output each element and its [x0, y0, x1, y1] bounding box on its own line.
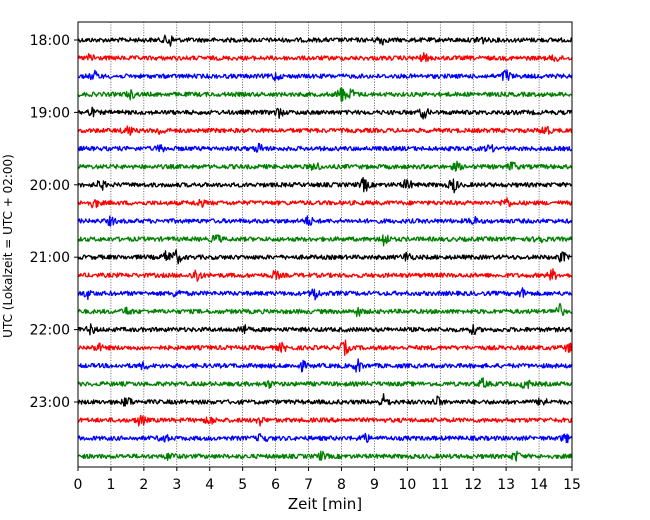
y-axis-label: UTC (Lokalzeit = UTC + 02:00): [1, 154, 15, 338]
seismogram-trace: [77, 302, 573, 318]
seismogram-trace: [77, 339, 573, 356]
seismogram-trace: [77, 323, 573, 336]
seismogram-trace: [77, 69, 573, 82]
seismogram-trace: [77, 287, 573, 301]
seismogram-trace: [77, 52, 573, 63]
seismogram-trace: [77, 197, 573, 209]
x-tick-label: 10: [398, 477, 416, 493]
seismogram-trace: [77, 215, 573, 227]
x-tick-label: 2: [139, 477, 148, 493]
seismogram-trace: [77, 176, 573, 194]
y-tick-label: 22:00: [30, 323, 70, 339]
seismogram-trace: [77, 125, 573, 136]
seismogram-trace: [77, 106, 573, 120]
seismogram-trace: [77, 377, 573, 390]
x-tick-label: 12: [464, 477, 482, 493]
x-tick-label: 5: [238, 477, 247, 493]
y-axis-ticks: 18:00 19:00 20:00 21:00 22:00 23:00: [30, 33, 78, 411]
y-tick-label: 23:00: [30, 395, 70, 411]
x-tick-label: 14: [530, 477, 548, 493]
x-tick-label: 13: [497, 477, 515, 493]
seismogram-trace: [77, 414, 573, 427]
y-tick-label: 21:00: [30, 250, 70, 266]
seismogram-trace: [77, 160, 573, 172]
x-tick-label: 6: [271, 477, 280, 493]
y-tick-label: 18:00: [30, 33, 70, 49]
x-tick-label: 11: [431, 477, 449, 493]
x-tick-label: 15: [563, 477, 581, 493]
plot-frame: [77, 21, 573, 468]
seismogram-trace: [77, 450, 573, 462]
seismogram-trace: [77, 87, 573, 102]
x-tick-label: 3: [172, 477, 181, 493]
seismogram-traces: [77, 34, 573, 462]
seismogram-trace: [77, 268, 573, 282]
seismogram-trace: [77, 393, 573, 407]
seismogram-trace: [77, 142, 573, 153]
seismogram-trace: [77, 234, 573, 247]
x-axis-label: Zeit [min]: [288, 495, 362, 513]
seismogram-trace: [77, 249, 573, 265]
x-tick-label: 1: [106, 477, 115, 493]
x-axis-ticks: 0 1 2 3 4 5 6 7 8 9 10 11 12 13 14 15: [74, 467, 581, 493]
y-tick-label: 20:00: [30, 178, 70, 194]
x-tick-label: 4: [205, 477, 214, 493]
x-tick-label: 8: [337, 477, 346, 493]
x-tick-label: 7: [304, 477, 313, 493]
seismogram-trace: [77, 358, 573, 373]
seismogram-trace: [77, 34, 573, 47]
seismogram-trace: [77, 432, 573, 444]
x-tick-label: 0: [74, 477, 83, 493]
y-tick-label: 19:00: [30, 105, 70, 121]
x-tick-label: 9: [370, 477, 379, 493]
